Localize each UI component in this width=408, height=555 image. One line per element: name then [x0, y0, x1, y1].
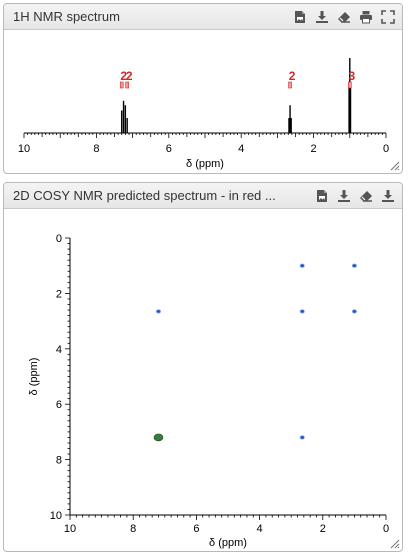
- integral-marker: [125, 81, 129, 89]
- x-tick-label: 6: [166, 143, 172, 155]
- x-tick-label: 6: [193, 523, 199, 535]
- integral-marker: [288, 81, 292, 89]
- cosy-cross-peak: [299, 263, 305, 268]
- download-icon[interactable]: [380, 188, 396, 204]
- eraser-icon[interactable]: [358, 188, 374, 204]
- panel-header: 2D COSY NMR predicted spectrum - in red …: [4, 183, 402, 209]
- fullscreen-icon[interactable]: [380, 9, 396, 25]
- x-tick-label: 2: [311, 143, 317, 155]
- x-tick-label: 4: [238, 143, 244, 155]
- export-image-icon[interactable]: [292, 9, 308, 25]
- nmr-1h-panel: 1H NMR spectrum 10 8 6 4 2 0 δ (ppm) 2 2 2 3: [3, 3, 403, 174]
- panel-header: 1H NMR spectrum: [4, 4, 402, 30]
- y-tick-label: 8: [56, 455, 62, 467]
- x-tick-label: 0: [383, 143, 389, 155]
- download-icon[interactable]: [336, 188, 352, 204]
- eraser-icon[interactable]: [336, 9, 352, 25]
- x-tick-label: 8: [93, 143, 99, 155]
- integral-label: 2: [126, 69, 133, 83]
- integral-label: 3: [348, 69, 355, 83]
- print-icon[interactable]: [358, 9, 374, 25]
- resize-handle-icon[interactable]: [390, 161, 400, 171]
- panel-toolbar: [314, 188, 396, 204]
- y-tick-label: 6: [56, 399, 62, 411]
- integral-marker: [119, 81, 124, 89]
- panel-title: 2D COSY NMR predicted spectrum - in red …: [13, 188, 276, 203]
- integral-marker: [347, 81, 352, 89]
- x-tick-label: 2: [320, 523, 326, 535]
- cosy-2d-panel: 2D COSY NMR predicted spectrum - in red …: [3, 182, 403, 552]
- cosy-diagonal-peak: [153, 433, 164, 442]
- x-axis-label: δ (ppm): [186, 158, 224, 170]
- nmr-1h-chart: 10 8 6 4 2 0δ (ppm)22 2 3: [18, 58, 389, 170]
- x-tick-label: 0: [383, 523, 389, 535]
- y-tick-label: 0: [56, 233, 62, 245]
- y-axis-label: δ (ppm): [28, 358, 40, 396]
- cosy-cross-peak: [299, 435, 305, 440]
- cosy-2d-chart: 10 8 6 4 2 0 0 2 4 6 8 10 δ (ppm) δ (ppm): [28, 233, 389, 549]
- resize-handle-icon[interactable]: [390, 539, 400, 549]
- x-axis-label: δ (ppm): [209, 537, 247, 549]
- y-tick-label: 2: [56, 288, 62, 300]
- integral-label: 2: [120, 69, 127, 83]
- panel-toolbar: [292, 9, 396, 25]
- x-tick-label: 4: [257, 523, 263, 535]
- download-icon[interactable]: [314, 9, 330, 25]
- x-tick-label: 8: [130, 523, 136, 535]
- y-tick-label: 4: [56, 344, 62, 356]
- cosy-cross-peak: [155, 309, 162, 314]
- x-tick-label: 10: [18, 143, 30, 155]
- y-tick-label: 10: [50, 510, 62, 522]
- cosy-cross-peak: [351, 263, 357, 268]
- integral-label: 2: [289, 69, 296, 83]
- cosy-cross-peak: [351, 309, 357, 314]
- x-tick-label: 10: [64, 523, 76, 535]
- cosy-cross-peak: [299, 309, 305, 314]
- panel-title: 1H NMR spectrum: [13, 9, 120, 24]
- export-image-icon[interactable]: [314, 188, 330, 204]
